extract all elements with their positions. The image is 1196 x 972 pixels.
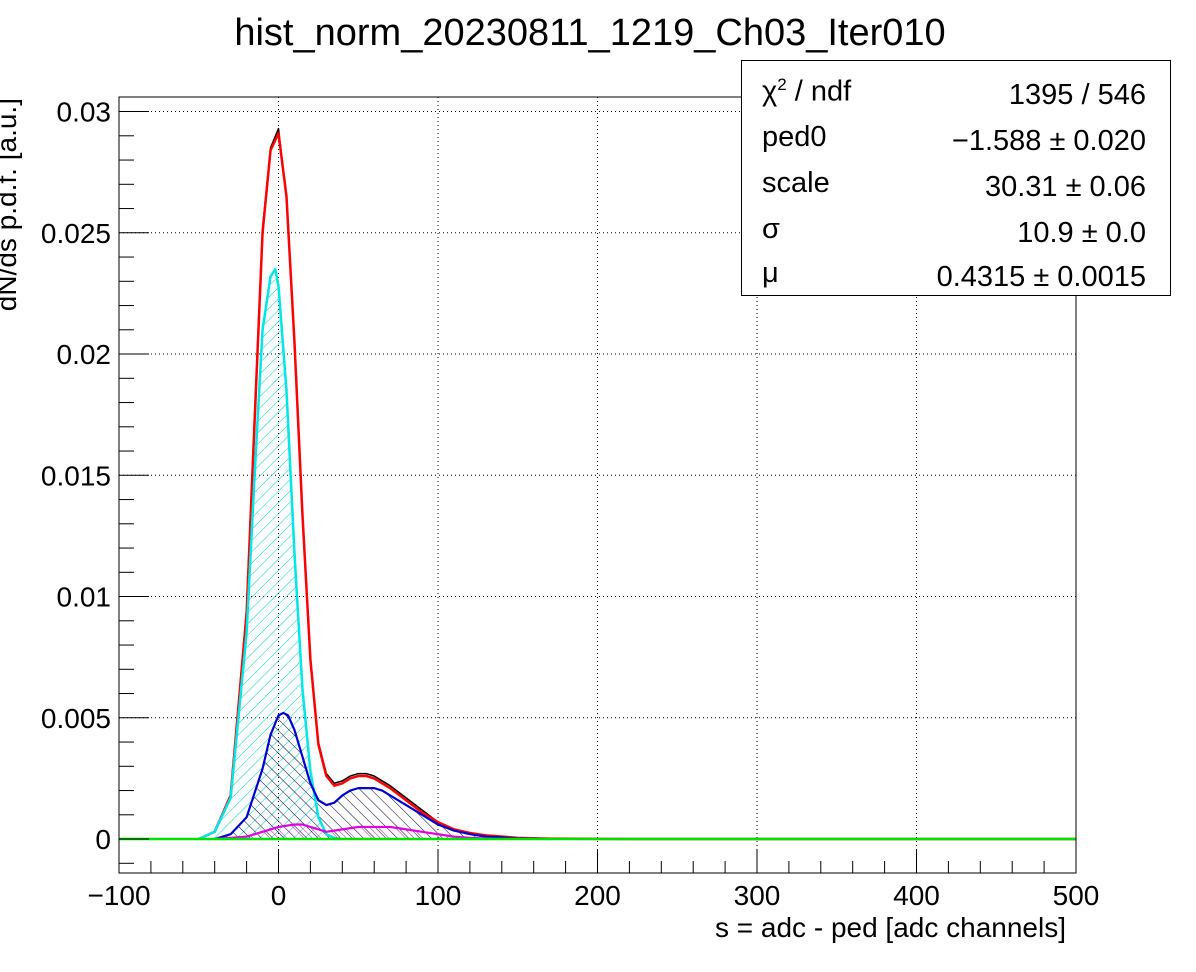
stats-row-mu: μ 0.4315 ± 0.0015 [742,251,1170,297]
y-axis-label: dN/ds p.d.f. [a.u.] [0,98,22,311]
y-tick-label: 0.03 [57,97,112,128]
stats-label-sigma: σ [762,213,780,245]
component-fill [214,824,502,840]
y-tick-label: 0.02 [57,339,112,370]
axes: −100 0 100 200 300 400 500 0 0.005 0.01 0.015 0.02 0… [41,97,1099,911]
y-tick-label: 0 [95,824,111,855]
fit-curves [119,127,1076,841]
stats-value-scale: 30.31 ± 0.06 [984,171,1146,203]
x-axis-label: s = adc - ped [adc channels] [715,912,1066,943]
x-tick-label: 500 [1053,880,1100,911]
chart-title: hist_norm_20230811_1219_Ch03_Iter010 [234,12,946,54]
stats-value-sigma: 10.9 ± 0.0 [1017,217,1146,249]
x-tick-label: 400 [893,880,940,911]
stats-value-chi2: 1395 / 546 [1008,79,1146,111]
fit-stats-box: χ2 / ndf 1395 / 546 ped0 −1.588 ± 0.020 … [741,60,1171,296]
stats-label-chi2: χ2 / ndf [762,75,852,108]
series-line [198,132,1076,841]
x-tick-label: 0 [271,880,287,911]
stats-row-ped0: ped0 −1.588 ± 0.020 [742,115,1170,161]
stats-label-mu: μ [762,257,779,289]
x-tick-label: 100 [415,880,462,911]
stats-label-scale: scale [762,167,830,199]
component-fill [198,269,343,840]
stats-row-chi2: χ2 / ndf 1395 / 546 [742,69,1170,115]
y-tick-label: 0.015 [41,460,111,491]
y-tick-label: 0.025 [41,218,111,249]
stats-row-scale: scale 30.31 ± 0.06 [742,161,1170,207]
series-line [214,711,550,841]
x-tick-label: −100 [87,880,150,911]
series-line [214,823,502,841]
x-tick-label: 200 [574,880,621,911]
y-tick-label: 0.01 [57,582,112,613]
stats-label-ped0: ped0 [762,121,827,153]
series-line [198,267,343,841]
stats-value-ped0: −1.588 ± 0.020 [951,125,1146,157]
y-tick-label: 0.005 [41,703,111,734]
stats-value-mu: 0.4315 ± 0.0015 [936,261,1146,293]
x-tick-label: 300 [734,880,781,911]
stats-row-sigma: σ 10.9 ± 0.0 [742,207,1170,253]
